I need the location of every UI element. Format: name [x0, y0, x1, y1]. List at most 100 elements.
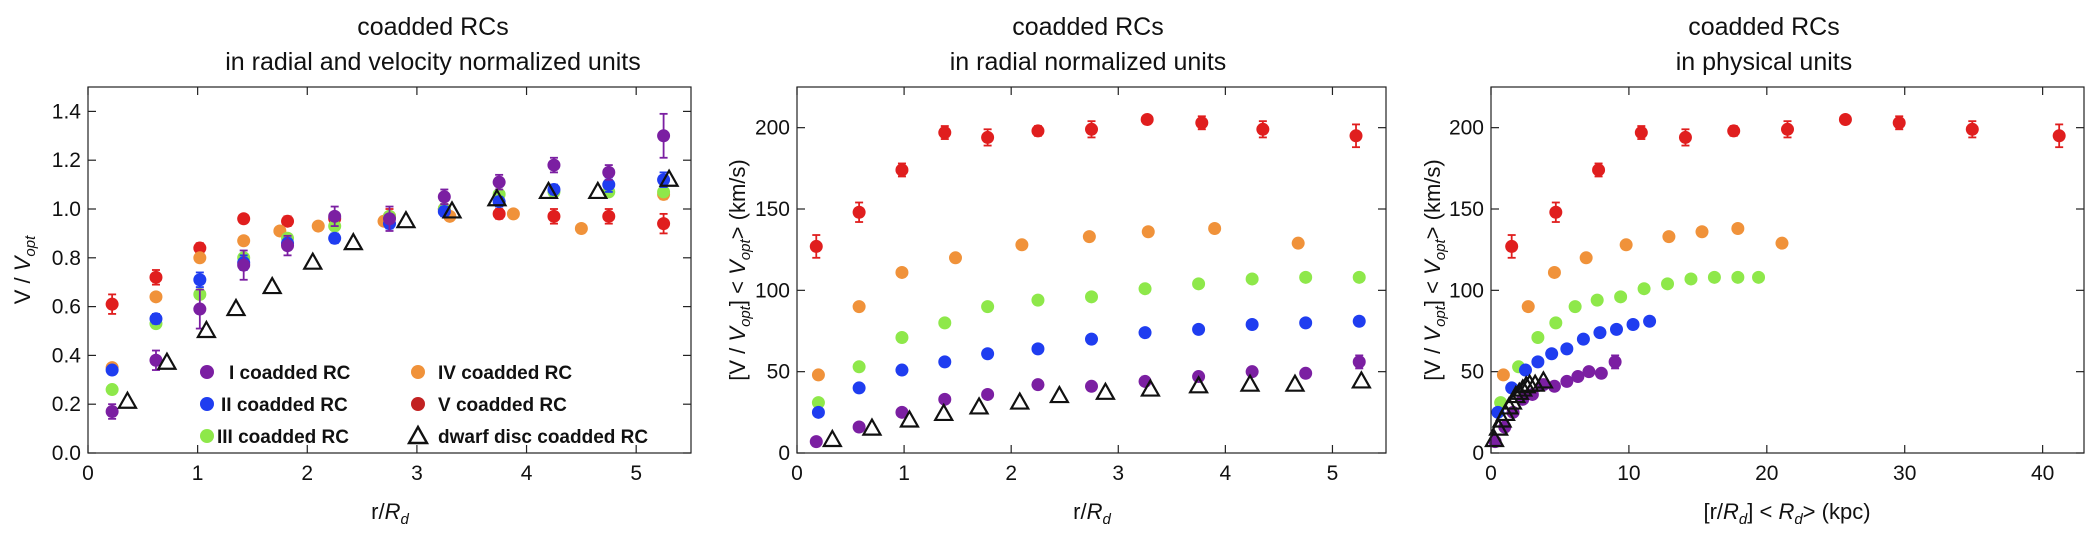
legend: I coadded RC II coadded RC III coadded R… [200, 363, 648, 448]
legend-marker-I [200, 365, 214, 379]
y-tick-label: 0.4 [52, 344, 82, 367]
x-tick-label: 4 [1220, 462, 1232, 485]
data-point [1643, 314, 1657, 328]
data-point [948, 251, 962, 265]
axis-ticks: 0 10 20 30 40 0 50 100 150 200 [1449, 87, 2084, 485]
data-point [895, 405, 909, 419]
data-point [1892, 116, 1906, 130]
data-point [1208, 222, 1222, 236]
data-point [852, 381, 866, 395]
data-point [1192, 322, 1206, 336]
data-point [149, 290, 163, 304]
data-point [657, 217, 671, 231]
data-point [311, 219, 325, 233]
series-I [809, 354, 1366, 449]
legend-marker-IV [411, 365, 425, 379]
chart-panel-normalized: coadded RCs in radial and velocity norma… [10, 13, 692, 528]
legend-label-II: II coadded RC [221, 395, 348, 416]
x-tick-label: 40 [2031, 462, 2054, 485]
data-point [938, 316, 952, 330]
chart-title-line2: in radial and velocity normalized units [225, 48, 641, 76]
data-point-triangle [658, 168, 680, 187]
data-point [105, 363, 119, 377]
data-point-triangle [441, 200, 463, 219]
data-point [1491, 405, 1505, 419]
data-point [811, 405, 825, 419]
data-point [1085, 332, 1098, 346]
y-tick-label: 1.2 [52, 149, 81, 172]
data-point [1015, 238, 1029, 252]
data-point [1299, 316, 1313, 330]
y-axis-label: V / Vopt [10, 235, 39, 304]
legend-label-I: I coadded RC [229, 363, 351, 384]
series-layer [1484, 113, 2066, 449]
data-point [237, 212, 251, 226]
data-point [1571, 370, 1585, 384]
data-point [506, 207, 520, 221]
data-point [981, 347, 995, 361]
x-tick-label: 0 [82, 462, 94, 485]
data-point [1593, 326, 1607, 340]
x-axis-label: [r/Rd] < Rd> (kpc) [1703, 499, 1870, 528]
x-axis-label: r/Rd [371, 499, 409, 528]
data-point-triangle [968, 396, 990, 415]
data-point [1299, 270, 1313, 284]
data-point [1531, 331, 1545, 345]
data-point [1752, 270, 1766, 284]
data-point [981, 130, 995, 144]
data-point [1614, 290, 1628, 304]
legend-marker-III [200, 429, 214, 443]
data-point [811, 396, 825, 410]
series-V [1505, 113, 2066, 259]
data-point [1547, 265, 1561, 279]
data-point [811, 368, 825, 382]
data-point-triangle [342, 231, 364, 251]
data-point [657, 129, 671, 143]
data-point-triangle [486, 188, 508, 207]
data-point [1245, 365, 1259, 379]
data-point [1707, 270, 1721, 284]
y-tick-label: 150 [755, 198, 790, 221]
data-point [1634, 126, 1648, 140]
data-point [1662, 230, 1676, 244]
data-point [1505, 239, 1519, 253]
x-tick-label: 5 [630, 462, 642, 485]
data-point [1568, 300, 1582, 314]
plot-frame [796, 86, 1387, 454]
data-point [105, 383, 119, 397]
x-axis-label: r/Rd [1073, 499, 1111, 528]
series-I [105, 112, 671, 420]
data-point [1082, 230, 1096, 244]
data-point [895, 331, 909, 345]
data-point-triangle [821, 428, 843, 448]
data-point [492, 175, 506, 189]
data-point [1547, 379, 1561, 393]
x-tick-label: 30 [1893, 462, 1916, 485]
data-point [602, 209, 616, 223]
data-point [437, 190, 451, 204]
data-point [1838, 113, 1852, 127]
x-tick-label: 3 [411, 462, 423, 485]
data-point-triangle [302, 251, 324, 270]
series-dwarf [1484, 370, 1554, 448]
data-point [1594, 366, 1608, 380]
y-tick-label: 150 [1449, 198, 1484, 221]
data-point [938, 392, 952, 406]
x-tick-label: 4 [521, 462, 533, 485]
x-tick-label: 2 [301, 462, 313, 485]
data-point [149, 353, 163, 367]
series-V [809, 113, 1363, 259]
data-point [1031, 378, 1045, 392]
data-point-triangle [1350, 370, 1372, 389]
data-point [602, 178, 616, 192]
chart-panel-radial-normalized: coadded RCs in radial normalized units 0… [725, 13, 1387, 528]
y-tick-label: 0.2 [52, 393, 81, 416]
data-point [237, 234, 251, 248]
x-tick-label: 3 [1112, 462, 1124, 485]
data-point [1349, 129, 1363, 143]
y-tick-label: 1.4 [52, 100, 82, 123]
data-point [1579, 251, 1593, 265]
data-point [1085, 122, 1098, 136]
data-point-triangle [1048, 384, 1070, 404]
